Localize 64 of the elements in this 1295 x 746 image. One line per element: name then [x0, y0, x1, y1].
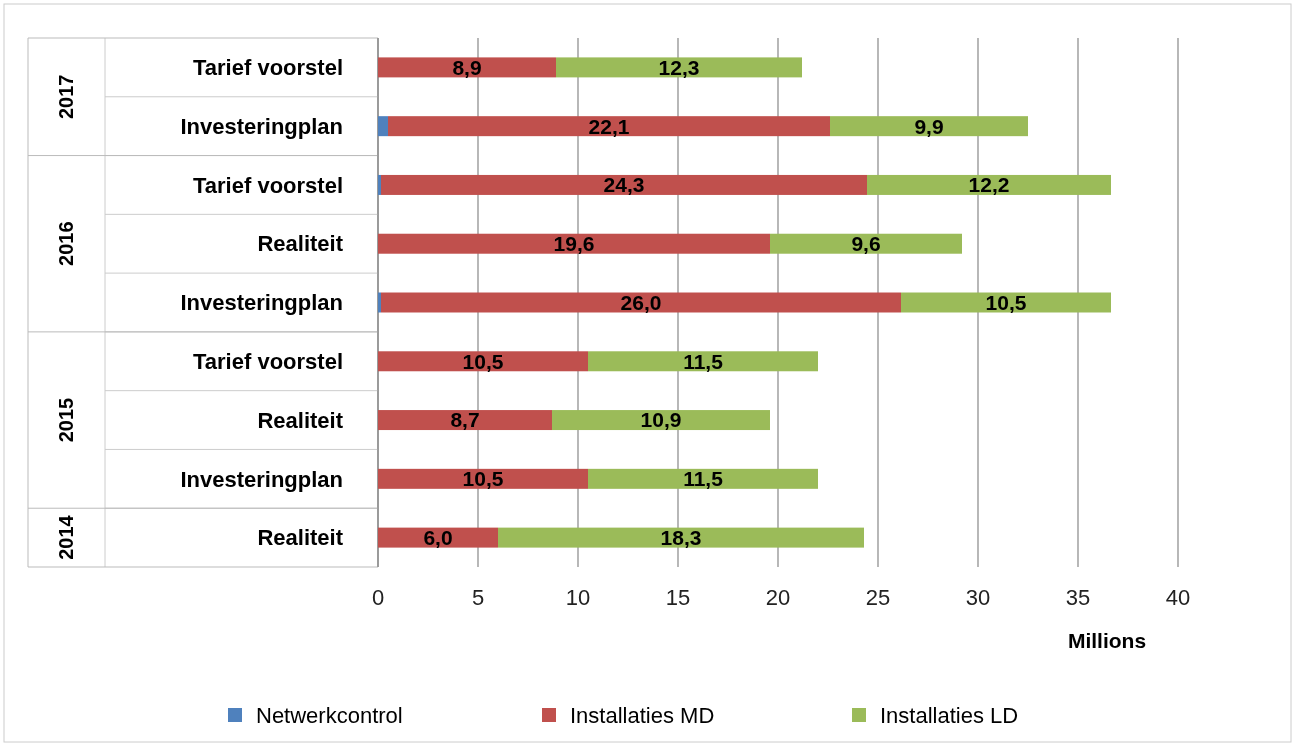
data-label: 10,5 [985, 290, 1027, 314]
data-label: 12,2 [968, 173, 1010, 197]
y-tick-label: Realiteit [257, 525, 344, 551]
bar [556, 57, 802, 78]
bar [588, 468, 818, 489]
x-tick-label: 35 [1065, 585, 1091, 610]
x-tick-label: 15 [665, 585, 691, 610]
data-label: 26,0 [620, 290, 662, 314]
bar [378, 292, 381, 313]
data-label: 12,3 [658, 55, 700, 79]
bar [378, 233, 770, 254]
x-tick-label: 10 [565, 585, 591, 610]
x-tick-label: 25 [865, 585, 891, 610]
text: 2015 [55, 397, 77, 443]
x-tick-label: 30 [965, 585, 991, 610]
bar [381, 292, 901, 313]
bar [552, 410, 770, 431]
data-label: 9,9 [914, 114, 944, 138]
y-tick-label: Tarief voorstel [193, 55, 343, 81]
bar [588, 351, 818, 372]
data-label: 8,9 [452, 55, 482, 79]
y-tick-label: Tarief voorstel [193, 172, 343, 198]
y-tick-label: Investeringplan [180, 113, 343, 139]
y-tick-label: Investeringplan [180, 466, 343, 492]
bar [867, 174, 1111, 195]
data-label: 11,5 [683, 349, 724, 373]
data-label: 9,6 [851, 232, 881, 256]
data-label: 10,5 [462, 467, 504, 491]
bar [498, 527, 864, 548]
x-tick-label: 0 [371, 585, 385, 610]
data-label: 10,9 [640, 408, 682, 432]
data-label: 18,3 [660, 525, 702, 549]
y-tick-label: Realiteit [257, 407, 344, 433]
bar [378, 410, 552, 431]
data-label: 10,5 [462, 349, 504, 373]
bar [378, 527, 498, 548]
x-tick-label: 20 [765, 585, 791, 610]
x-axis-title: Millions [1067, 629, 1147, 652]
bar [830, 116, 1028, 137]
bar [378, 174, 381, 195]
data-label: 22,1 [588, 114, 630, 138]
y-tick-label: Realiteit [257, 231, 344, 257]
data-label: 24,3 [603, 173, 645, 197]
y-tick-label: Investeringplan [180, 290, 343, 316]
bar [378, 351, 588, 372]
bar [381, 174, 867, 195]
data-label: 11,5 [683, 467, 724, 491]
data-label: 6,0 [423, 525, 453, 549]
bar [378, 57, 556, 78]
legend-label: Netwerkcontrol [256, 702, 403, 728]
legend-label: Installaties MD [570, 702, 715, 728]
bar [770, 233, 962, 254]
data-label: 19,6 [553, 232, 595, 256]
x-tick-label: 40 [1165, 585, 1191, 610]
y-tick-label: Tarief voorstel [193, 348, 343, 374]
data-label: 8,7 [450, 408, 480, 432]
x-tick-label: 5 [471, 585, 485, 610]
text: 2017 [55, 74, 77, 120]
text: 2014 [55, 514, 77, 560]
bar [378, 116, 388, 137]
bar [378, 468, 588, 489]
bar [388, 116, 830, 137]
legend-label: Installaties LD [880, 702, 1019, 728]
text: 2016 [55, 221, 77, 266]
